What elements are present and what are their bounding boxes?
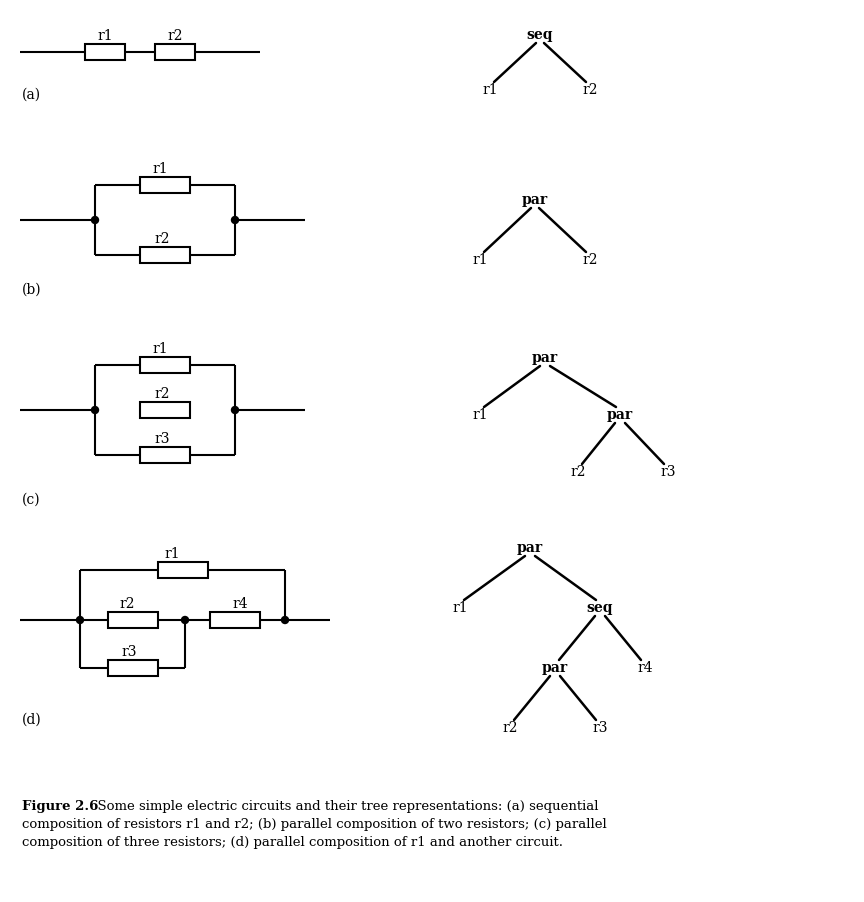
Text: r2: r2 — [155, 232, 169, 246]
Circle shape — [282, 616, 289, 623]
Text: par: par — [532, 351, 558, 365]
Text: r3: r3 — [660, 465, 676, 479]
Bar — [107, 612, 157, 628]
Text: r2: r2 — [168, 29, 183, 43]
Text: seq: seq — [587, 601, 613, 615]
Text: (c): (c) — [22, 493, 41, 507]
Bar — [140, 447, 190, 463]
Circle shape — [181, 616, 188, 623]
Text: r2: r2 — [582, 83, 598, 97]
Text: seq: seq — [527, 28, 553, 42]
Text: par: par — [607, 408, 633, 422]
Bar — [85, 44, 125, 60]
Text: par: par — [542, 661, 568, 675]
Text: r4: r4 — [232, 597, 248, 611]
Text: r3: r3 — [155, 432, 169, 446]
Text: r1: r1 — [452, 601, 467, 615]
Text: r2: r2 — [570, 465, 586, 479]
Text: r1: r1 — [152, 342, 168, 356]
Text: r1: r1 — [473, 253, 488, 267]
Circle shape — [77, 616, 84, 623]
Text: (d): (d) — [22, 713, 41, 727]
Text: r1: r1 — [152, 162, 168, 176]
Text: r1: r1 — [473, 408, 488, 422]
Text: par: par — [522, 193, 548, 207]
Circle shape — [232, 407, 238, 413]
Text: (b): (b) — [22, 283, 41, 297]
Circle shape — [92, 407, 98, 413]
Text: composition of three resistors; (d) parallel composition of r1 and another circu: composition of three resistors; (d) para… — [22, 836, 563, 849]
Text: r2: r2 — [582, 253, 598, 267]
Text: composition of resistors r1 and r2; (b) parallel composition of two resistors; (: composition of resistors r1 and r2; (b) … — [22, 818, 607, 831]
Text: Some simple electric circuits and their tree representations: (a) sequential: Some simple electric circuits and their … — [89, 800, 599, 813]
Circle shape — [232, 216, 238, 224]
Text: par: par — [517, 541, 543, 555]
Text: r4: r4 — [637, 661, 653, 675]
Text: r3: r3 — [592, 721, 607, 735]
Text: r2: r2 — [155, 387, 169, 401]
Bar — [107, 660, 157, 676]
Bar — [210, 612, 260, 628]
Bar — [140, 402, 190, 418]
Text: r2: r2 — [120, 597, 136, 611]
Bar — [157, 562, 207, 578]
Text: r1: r1 — [97, 29, 113, 43]
Text: r2: r2 — [502, 721, 518, 735]
Text: (a): (a) — [22, 88, 41, 102]
Text: r3: r3 — [122, 645, 137, 659]
Circle shape — [92, 216, 98, 224]
Text: r1: r1 — [165, 547, 181, 561]
Bar — [140, 177, 190, 193]
Text: r1: r1 — [482, 83, 498, 97]
Bar — [155, 44, 195, 60]
Text: Figure 2.6: Figure 2.6 — [22, 800, 98, 813]
Bar — [140, 247, 190, 263]
Bar — [140, 357, 190, 373]
